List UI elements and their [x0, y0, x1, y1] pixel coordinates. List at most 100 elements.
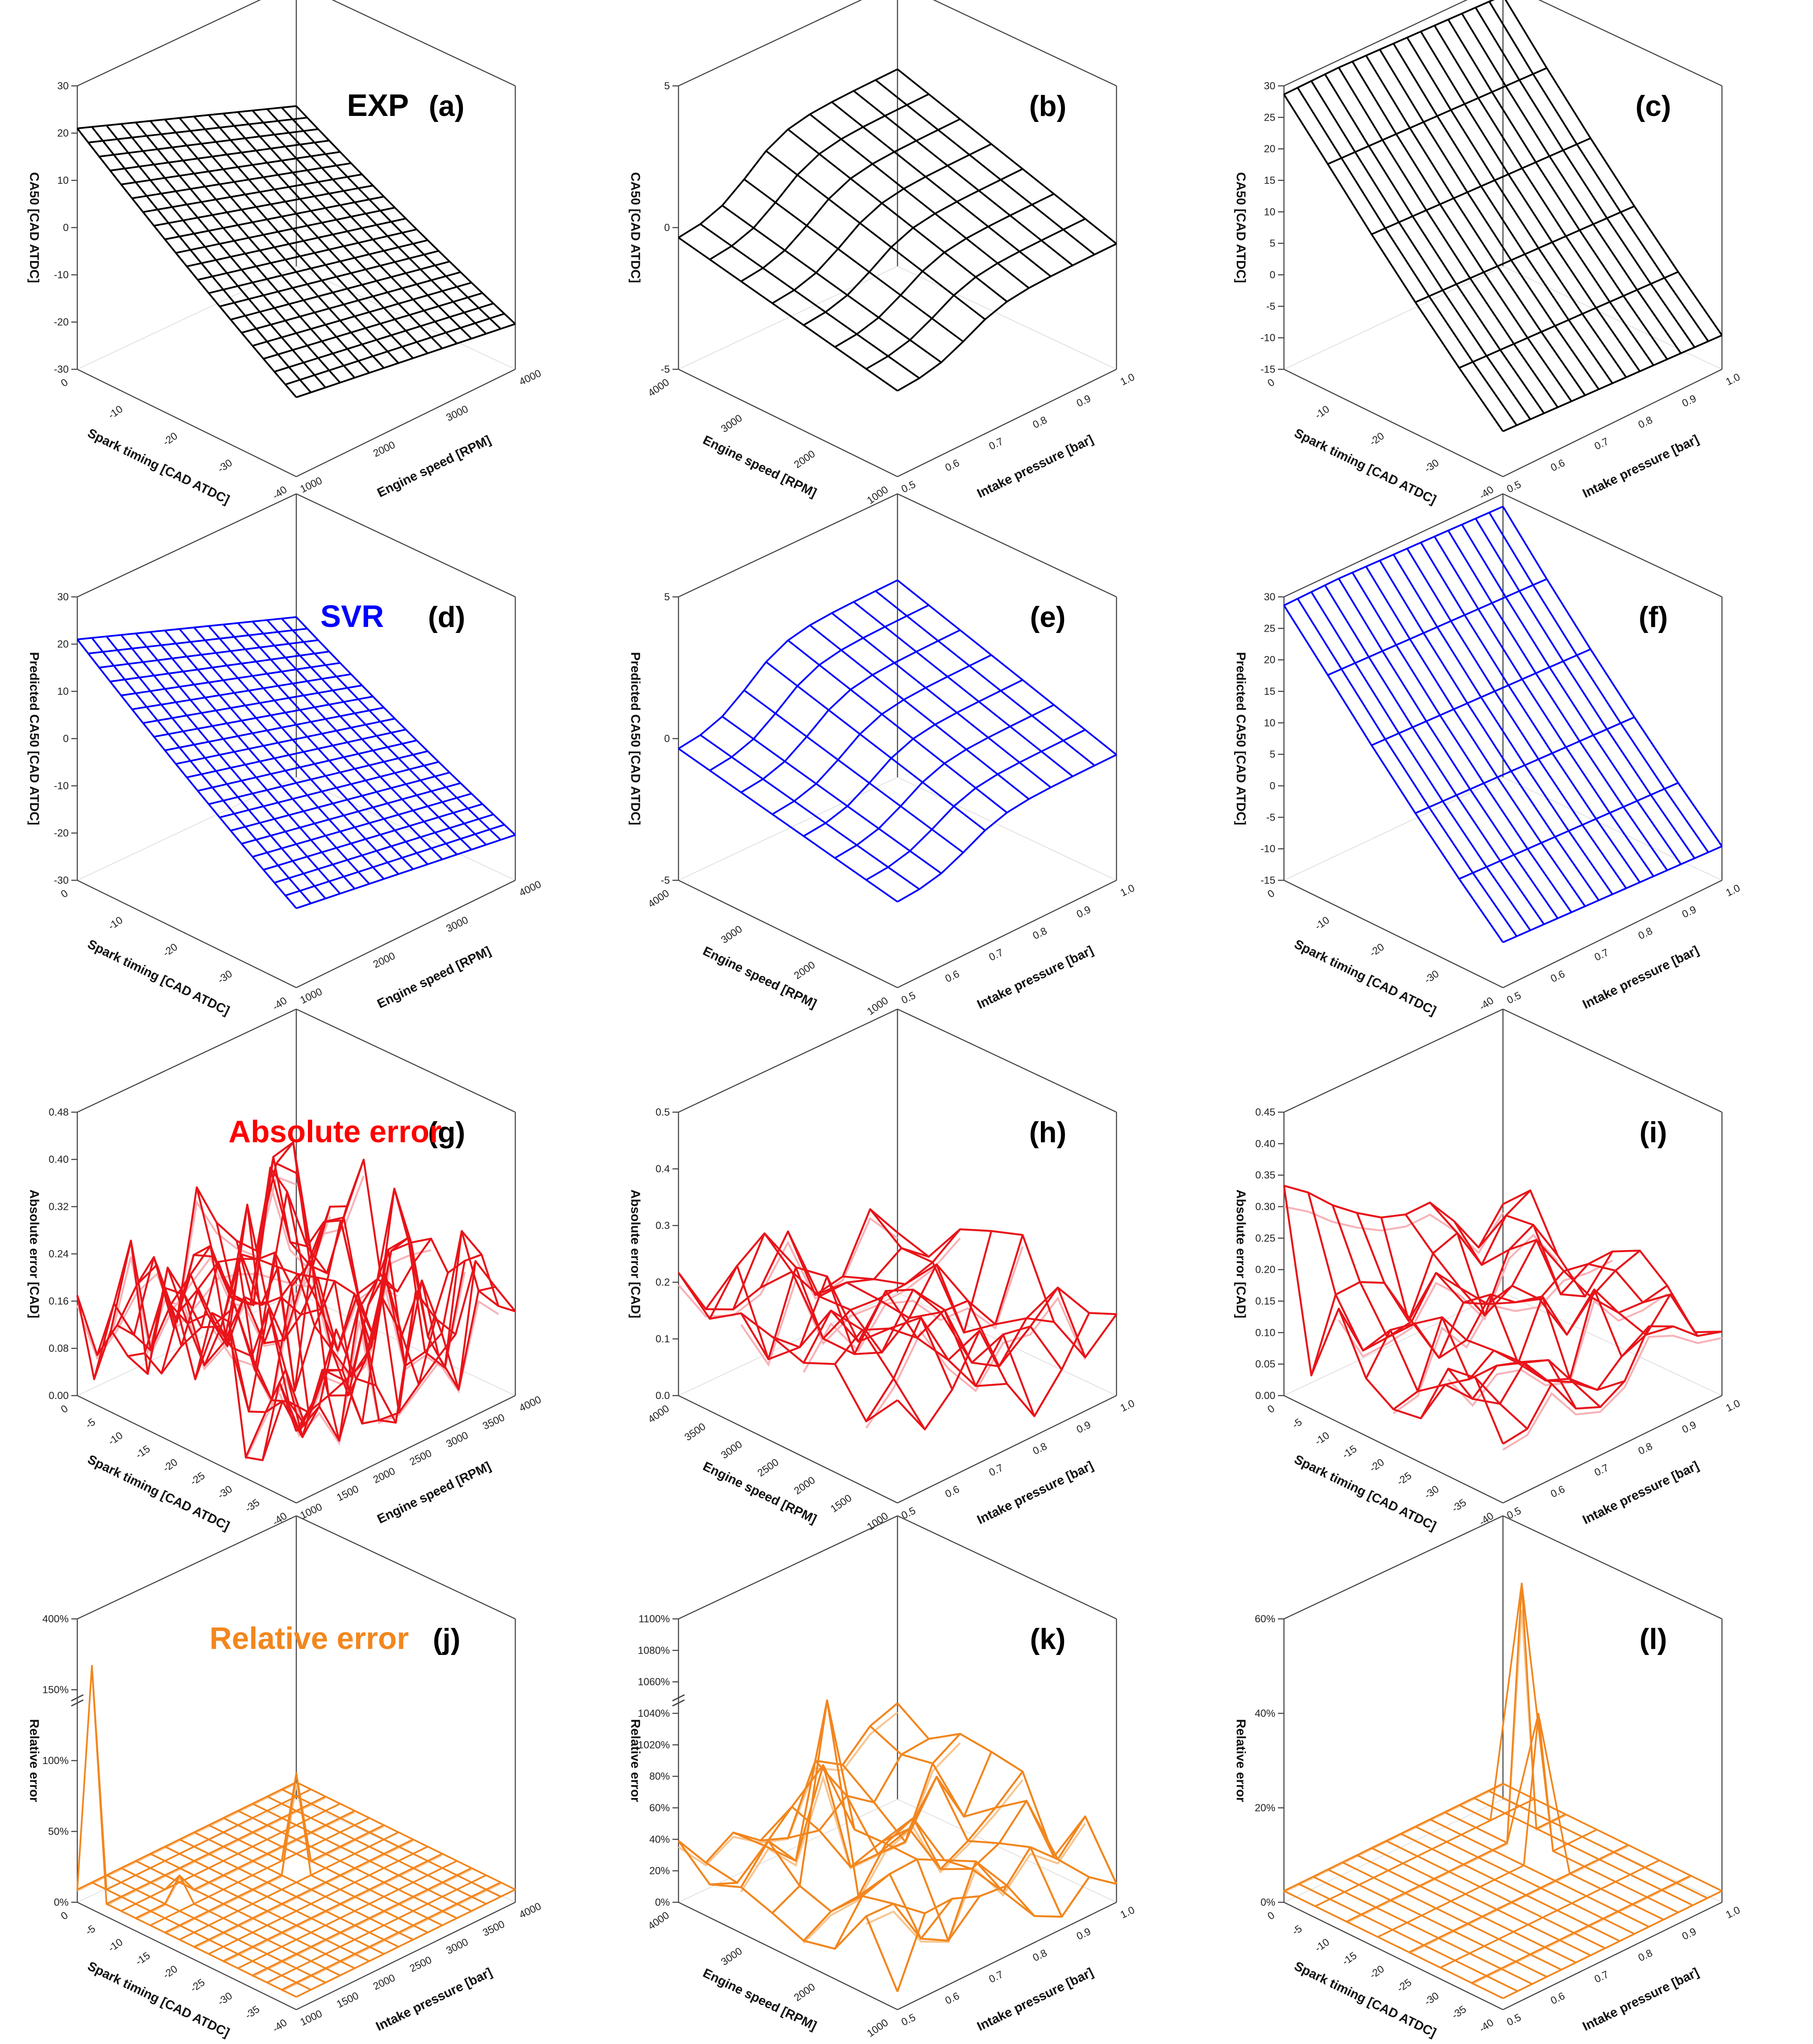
- surface-line-x: [252, 282, 472, 347]
- surface-line-x: [110, 140, 329, 172]
- surface-line-x: [143, 173, 362, 213]
- floor-back-left-edge: [77, 266, 297, 370]
- surface-line-y: [164, 119, 385, 369]
- y-axis-line: [296, 879, 516, 989]
- z-tick-label: 0.3: [656, 1220, 670, 1232]
- surface-line-x: [154, 185, 373, 227]
- z-tick-label: 0: [63, 733, 69, 745]
- z-tick-label: 20: [57, 128, 69, 139]
- surface-line-x: [245, 1260, 466, 1458]
- top-left-edge: [1284, 0, 1468, 87]
- surface-line-x: [164, 195, 384, 240]
- surface-line-y: [281, 107, 502, 330]
- surface-line-y: [733, 1699, 953, 1940]
- floor-back-left-edge: [678, 1292, 898, 1396]
- surface-line-y: [91, 637, 312, 904]
- surface-line-x: [1393, 1250, 1613, 1410]
- surface-back-line: [211, 1249, 432, 1406]
- surface-line-x: [252, 1867, 472, 1977]
- surface-line-y: [853, 90, 1074, 266]
- floor-back-right-edge: [296, 777, 516, 881]
- surface-line-y: [1338, 67, 1559, 408]
- surface-line-y: [1433, 536, 1655, 877]
- surface-line-y: [208, 114, 429, 354]
- top-left-edge: [77, 0, 261, 87]
- z-tick-label: 10: [57, 175, 69, 186]
- surface-line-y: [120, 123, 341, 383]
- z-axis-label: CA50 [CAD ATDC]: [1234, 172, 1248, 283]
- surface-line-y: [788, 1817, 1008, 1887]
- surface-line-x: [1420, 1250, 1641, 1419]
- surface-line-y: [743, 178, 964, 343]
- top-right-edge: [296, 1515, 516, 1620]
- surface-line-y: [843, 1263, 1063, 1370]
- z-tick-label: 0.10: [1255, 1327, 1275, 1338]
- surface-line-x: [1377, 1712, 1597, 1938]
- top-right-edge: [1503, 1515, 1722, 1620]
- surface-line-y: [1459, 1582, 1679, 1913]
- floor-back-left-edge: [678, 266, 898, 370]
- surface-line-y: [237, 1810, 457, 1919]
- surface-line-y: [1356, 1212, 1577, 1409]
- surface-line-x: [237, 1860, 457, 1969]
- surface-line-y: [1420, 31, 1641, 372]
- surface-line-x: [263, 803, 483, 871]
- z-tick-label: 40%: [1255, 1708, 1275, 1719]
- surface-line-y: [1365, 55, 1586, 396]
- surface-back-line: [1447, 1293, 1668, 1407]
- surface-wireframe: [678, 579, 1117, 903]
- z-tick-label: 30: [1264, 591, 1275, 603]
- surface-back-line: [110, 1184, 331, 1358]
- z-tick-label: 0.40: [1255, 1138, 1275, 1150]
- z-tick-label: 0.24: [49, 1248, 69, 1260]
- z-tick-label: 5: [664, 591, 670, 603]
- top-left-edge: [77, 1008, 297, 1113]
- surface-line-y: [256, 1156, 477, 1391]
- surface-back-line: [252, 1868, 472, 1978]
- x-axis-line: [1284, 368, 1503, 478]
- surface-line-y: [1430, 1819, 1649, 1928]
- surface-line-y: [1473, 1797, 1693, 1906]
- surface-line-x: [241, 782, 461, 845]
- surface-line-y: [195, 1187, 417, 1414]
- surface-line-y: [76, 1665, 297, 1998]
- surface-line-x: [208, 239, 428, 294]
- surface-line-y: [897, 1702, 1118, 1885]
- surface-line-x: [91, 1665, 311, 1891]
- z-tick-label: 25: [1264, 112, 1275, 123]
- surface-line-y: [193, 627, 414, 870]
- surface-line-y: [765, 150, 986, 320]
- surface-line-y: [1380, 1217, 1601, 1408]
- surface-line-x: [198, 739, 417, 792]
- surface-line-x: [281, 1881, 501, 1991]
- surface-line-y: [1379, 560, 1600, 901]
- z-tick-label: 0.35: [1255, 1170, 1275, 1181]
- surface-line-y: [116, 1261, 337, 1439]
- z-tick-label: 30: [57, 591, 69, 603]
- z-tick-label: 0: [664, 733, 670, 745]
- floor-back-left-edge: [678, 777, 898, 881]
- z-tick-label: 0.25: [1255, 1232, 1275, 1244]
- panel-letter: (e): [1030, 601, 1065, 633]
- z-tick-label: 1040%: [638, 1708, 670, 1719]
- z-tick-label: 1020%: [638, 1739, 670, 1751]
- surface-line-y: [1475, 7, 1695, 348]
- surface-line-x: [176, 718, 395, 765]
- surface-line-y: [1433, 25, 1655, 366]
- z-tick-label: 0.48: [49, 1107, 69, 1118]
- panel-letter: (h): [1029, 1116, 1067, 1149]
- surface-line-x: [88, 116, 307, 143]
- surface-line-y: [1338, 578, 1559, 919]
- surface-back-line: [740, 1238, 961, 1367]
- surface-line-x: [110, 651, 329, 683]
- surface-line-y: [135, 633, 356, 889]
- surface-line-y: [281, 1788, 501, 1898]
- surface-line-y: [1327, 1868, 1547, 1978]
- surface-line-y: [1393, 554, 1613, 895]
- surface-back-line: [177, 1273, 398, 1355]
- top-right-edge: [296, 1008, 516, 1113]
- z-axis-label: Predicted CA50 [CAD ATDC]: [27, 652, 41, 825]
- surface-line-y: [1488, 1790, 1708, 1899]
- surface-line-x: [285, 824, 505, 897]
